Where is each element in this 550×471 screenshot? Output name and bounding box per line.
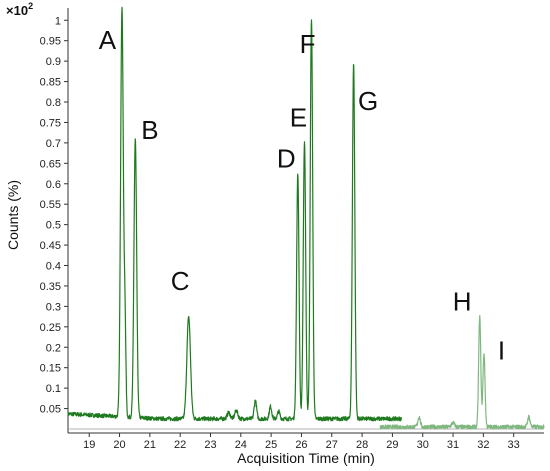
peak-label-b: B (141, 115, 158, 145)
y-tick-label: 0.15 (40, 363, 61, 375)
x-tick-label: 25 (265, 439, 277, 451)
x-tick-label: 33 (508, 439, 520, 451)
x-tick-label: 21 (144, 439, 156, 451)
y-tick-label: 0.35 (40, 281, 61, 293)
y-tick-label: 0.85 (40, 77, 61, 89)
y-tick-label: 0.4 (46, 261, 61, 273)
peak-label-a: A (99, 25, 117, 55)
peak-label-c: C (171, 266, 190, 296)
y-tick-label: 0.5 (46, 220, 61, 232)
y-tick-label: 0.05 (40, 404, 61, 416)
x-tick-label: 22 (174, 439, 186, 451)
y-tick-label: 0.6 (46, 179, 61, 191)
x-tick-label: 30 (417, 439, 429, 451)
x-tick-label: 26 (295, 439, 307, 451)
x-tick-label: 32 (477, 439, 489, 451)
y-tick-label: 0.7 (46, 138, 61, 150)
y-tick-label: 0.1 (46, 383, 61, 395)
x-tick-label: 20 (113, 439, 125, 451)
x-axis-label: Acquisition Time (min) (237, 450, 375, 466)
x-tick-label: 24 (235, 439, 247, 451)
x-tick-label: 19 (83, 439, 95, 451)
y-tick-label: 0.3 (46, 301, 61, 313)
y-tick-label: 0.9 (46, 56, 61, 68)
y-scale-multiplier: ×102 (6, 1, 33, 18)
x-tick-label: 27 (326, 439, 338, 451)
chromatogram-trace-1 (67, 6, 403, 422)
y-tick-label: 0.95 (40, 36, 61, 48)
peak-label-e: E (290, 103, 307, 133)
y-tick-label: 0.55 (40, 199, 61, 211)
peak-label-d: D (277, 143, 296, 173)
y-axis-label: Counts (%) (5, 180, 21, 250)
y-tick-label: 0.25 (40, 322, 61, 334)
peak-label-h: H (453, 286, 472, 316)
chromatogram-trace-2 (379, 314, 545, 430)
x-tick-label: 31 (447, 439, 459, 451)
y-tick-label: 0.75 (40, 117, 61, 129)
x-tick-label: 28 (356, 439, 368, 451)
x-tick-label: 23 (204, 439, 216, 451)
y-tick-label: 0.65 (40, 158, 61, 170)
y-tick-label: 0.45 (40, 240, 61, 252)
y-scale-exponent: 2 (28, 1, 33, 11)
y-tick-label: 0.8 (46, 97, 61, 109)
peak-label-f: F (300, 29, 316, 59)
peak-label-g: G (358, 86, 378, 116)
y-tick-label: 1 (55, 15, 61, 27)
y-tick-label: 0.2 (46, 342, 61, 354)
x-tick-label: 29 (386, 439, 398, 451)
peak-label-i: I (498, 336, 505, 366)
